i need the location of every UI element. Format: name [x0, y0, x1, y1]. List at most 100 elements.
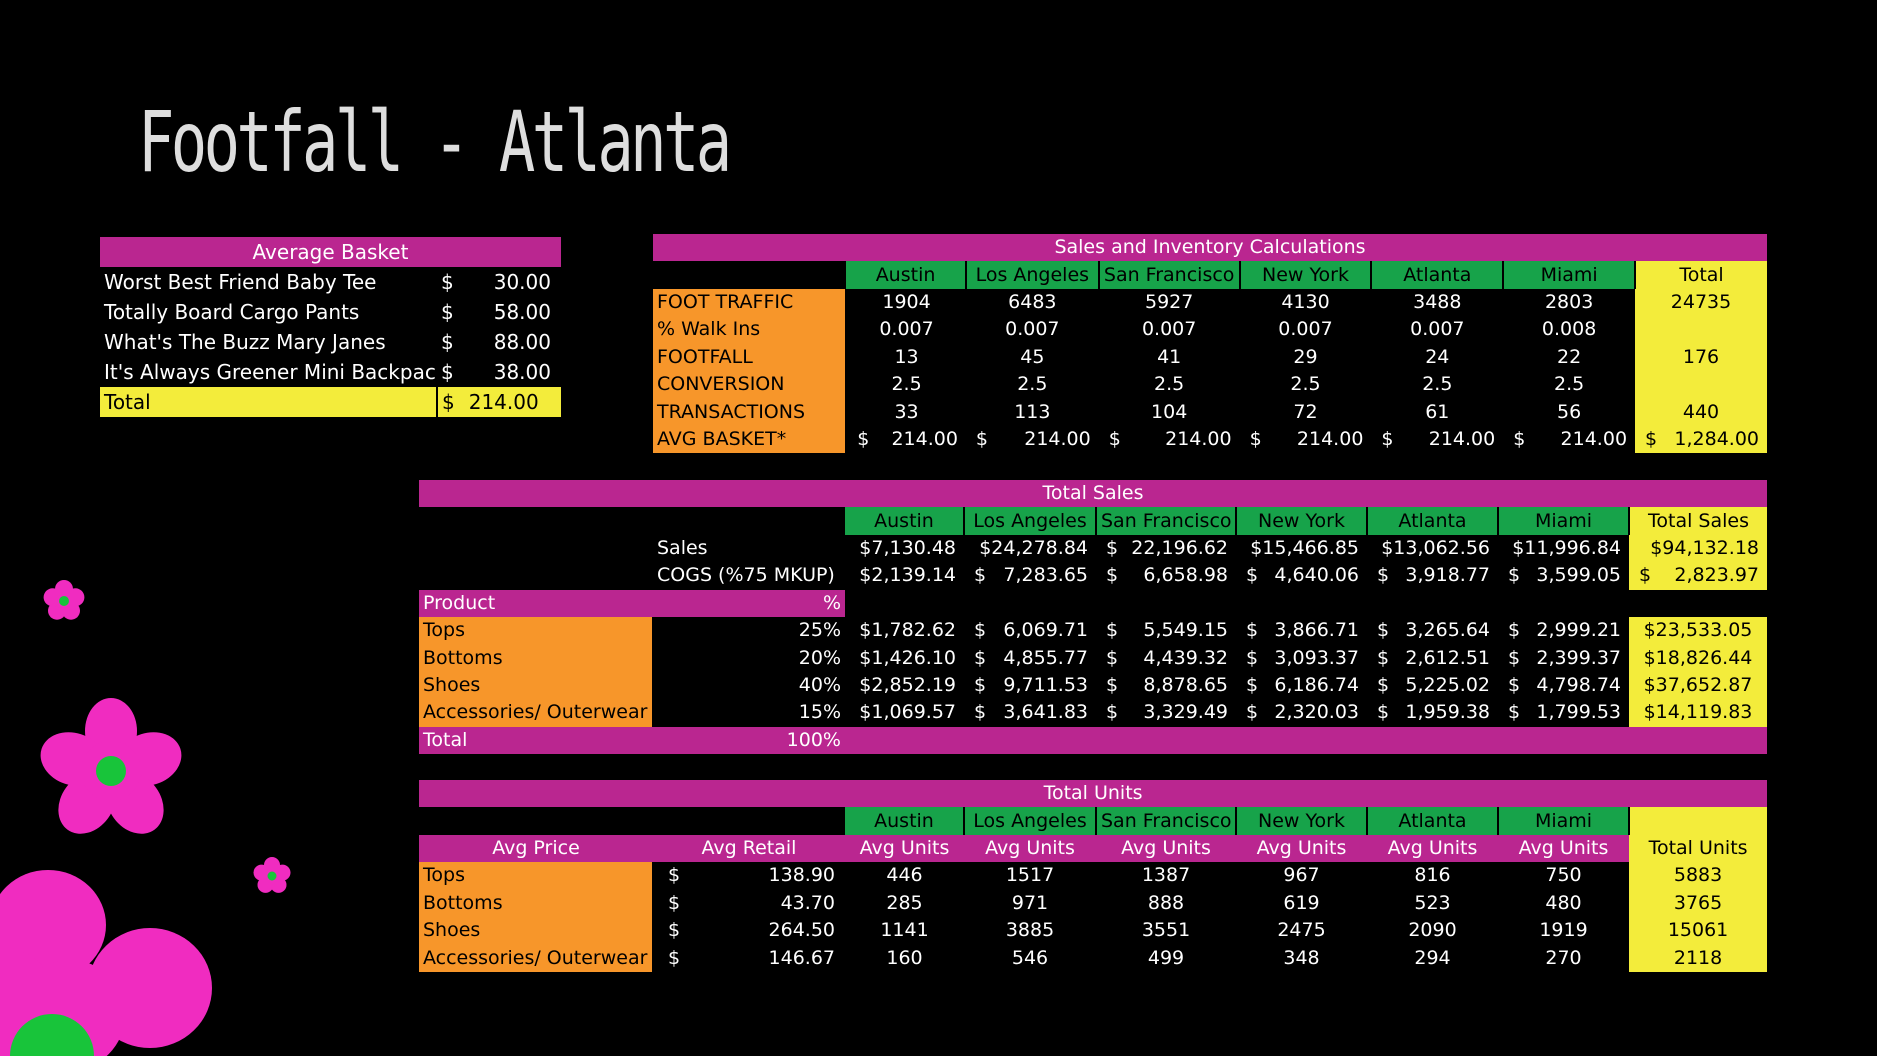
product-sales-cell-currency: $ [1106, 673, 1119, 696]
table-row: FOOT TRAFFIC 1904 6483 5927 4130 3488 2803 2473… [653, 288, 1767, 317]
city-header: San Francisco [1096, 807, 1237, 835]
product-sales-cell-currency: $ [974, 701, 987, 724]
avg-retail-currency: $ [668, 864, 681, 887]
product-sales-cell-value: 3,265.64 [1405, 619, 1490, 642]
city-header: San Francisco [1096, 507, 1237, 535]
table-row: CONVERSION 2.5 2.5 2.5 2.5 2.5 2.5 [653, 370, 1767, 399]
product-row: Tops 25% $1,782.62 $6,069.71 $5,549.15 $3,866… [419, 616, 1767, 645]
basket-item-name: It's Always Greener Mini Backpack [104, 360, 437, 384]
city-header: Atlanta [1367, 507, 1499, 535]
sales-cell: $24,278.84 [964, 535, 1096, 562]
product-name: Tops [419, 862, 654, 890]
basket-cell-value: 214.00 [1296, 427, 1364, 450]
cell-value: 45 [1020, 345, 1045, 368]
cell-value: 0.007 [1278, 318, 1333, 341]
avg-units-header: Avg Units [1498, 834, 1629, 863]
flower-medium-icon [40, 698, 182, 834]
flower-small-icon [43, 580, 85, 620]
sales-cell-currency: $ [1106, 536, 1119, 559]
empty-cell [845, 590, 1767, 617]
units-row: Shoes $264.50 1141 3885 3551 2475 2090 1919 1506… [419, 916, 1768, 945]
sales-cell-value: $7,130.48 [859, 536, 956, 559]
avg-retail-currency: $ [668, 919, 681, 942]
avg-units-header: Avg Units [1367, 834, 1498, 863]
product-row: Shoes 40% $2,852.19 $9,711.53 $8,878.65 $6,18… [419, 671, 1767, 700]
product-sales-cell-currency: $ [1508, 646, 1521, 669]
product-sales-cell-currency: $ [1508, 619, 1521, 642]
product-sales-cell: $3,093.37 [1236, 644, 1367, 671]
product-sales-cell-value: 1,959.38 [1405, 701, 1490, 724]
total-units-header: Total Units [1629, 834, 1768, 863]
basket-cell: $214.00 [1503, 426, 1635, 453]
avg-retail: $43.70 [653, 890, 845, 917]
units-row: Bottoms $43.70 285 971 888 619 523 480 3765 [419, 889, 1768, 917]
avg-retail-value: 146.67 [768, 946, 835, 969]
units-cell: 3885 [1005, 919, 1055, 942]
city-header: Los Angeles [964, 507, 1097, 535]
product-total: $14,119.83 [1629, 699, 1767, 727]
total-units-table: Total Units Austin Los Angeles San Francis… [419, 780, 1768, 972]
units-cell: 499 [1147, 946, 1185, 969]
sales-total-row: Total 100% [419, 726, 1767, 754]
avg-retail-value: 264.50 [768, 919, 835, 942]
sales-cell-value: $15,466.85 [1250, 536, 1359, 559]
city-header: Miami [1498, 807, 1630, 835]
city-header: Austin [845, 807, 965, 835]
basket-row: Worst Best Friend Baby Tee $30.00 [100, 267, 561, 297]
product-sales-cell-value: 3,641.83 [1003, 701, 1088, 724]
product-sales-cell: $2,320.03 [1236, 699, 1367, 726]
sales-total-value: 2,823.97 [1674, 564, 1759, 587]
sales-cell: $11,996.84 [1498, 535, 1629, 562]
basket-item-name: What's The Buzz Mary Janes [104, 330, 386, 354]
product-row: Bottoms 20% $1,426.10 $4,855.77 $4,439.32 $3,… [419, 644, 1767, 672]
product-sales-cell: $1,426.10 [845, 644, 964, 671]
sales-cell: $22,196.62 [1096, 535, 1236, 562]
product-sales-cell-value: 2,999.21 [1536, 619, 1621, 642]
sales-total-value: $94,132.18 [1650, 536, 1759, 559]
product-sales-cell-value: 2,320.03 [1274, 701, 1359, 724]
product-total: $18,826.44 [1629, 644, 1767, 672]
avg-units-header: Avg Units [845, 834, 964, 863]
basket-row: It's Always Greener Mini Backpack $38.00 [100, 357, 561, 387]
basket-cell-currency: $ [1108, 427, 1121, 450]
table-row: % Walk Ins 0.007 0.007 0.007 0.007 0.007 0.008 [653, 316, 1767, 344]
product-sales-cell-value: 5,549.15 [1143, 619, 1228, 642]
cell-value: 33 [894, 400, 919, 423]
avg-units-header: Avg Units [1096, 834, 1236, 863]
row-label: FOOTFALL [653, 343, 848, 371]
product-sales-cell-value: 3,329.49 [1143, 701, 1228, 724]
units-cell: 750 [1545, 864, 1582, 887]
cell-value: 22 [1557, 345, 1582, 368]
units-cell: 967 [1283, 864, 1320, 887]
product-sales-cell: $2,999.21 [1498, 617, 1629, 644]
row-label: TRANSACTIONS [653, 398, 848, 426]
sales-cell-currency: $ [1246, 564, 1259, 587]
product-sales-cell-currency: $ [1246, 619, 1259, 642]
product-total: $23,533.05 [1629, 616, 1767, 645]
units-total: 2118 [1629, 944, 1768, 972]
sales-cell-value: $11,996.84 [1512, 536, 1621, 559]
avg-retail: $264.50 [653, 917, 845, 944]
product-sales-cell-value: 6,069.71 [1003, 619, 1088, 642]
city-header: Miami [1498, 507, 1630, 535]
avg-units-header: Avg Units [964, 834, 1096, 863]
basket-cell-value: 214.00 [1165, 427, 1232, 450]
basket-item-price-currency: $ [441, 360, 454, 384]
city-header: Atlanta [1371, 261, 1505, 289]
basket-item-price-currency: $ [441, 270, 454, 294]
basket-cell-value: 214.00 [1024, 427, 1091, 450]
flower-tiny-icon [253, 857, 291, 893]
city-header: New York [1236, 807, 1368, 835]
product-sales-cell-currency: $ [1377, 619, 1390, 642]
total-units-header: Total Units [419, 780, 1768, 808]
cell-value: 5927 [1144, 290, 1194, 313]
table-row: TRANSACTIONS 33 113 104 72 61 56 440 [653, 398, 1767, 426]
product-sales-cell-value: $1,782.62 [859, 619, 956, 642]
product-sales-cell: $4,855.77 [964, 644, 1096, 671]
cell-value: 61 [1425, 400, 1450, 423]
city-header: Austin [845, 507, 965, 535]
row-total [1635, 316, 1767, 344]
cell-value: 56 [1557, 400, 1582, 423]
units-cell: 2475 [1277, 919, 1326, 942]
row-total: 440 [1635, 398, 1767, 426]
